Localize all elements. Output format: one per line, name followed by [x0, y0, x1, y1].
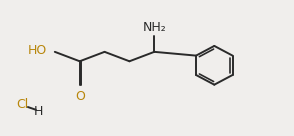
Text: O: O: [75, 90, 85, 103]
Text: NH₂: NH₂: [142, 21, 166, 34]
Text: Cl: Cl: [16, 98, 29, 111]
Text: H: H: [34, 105, 44, 118]
Text: HO: HO: [27, 44, 47, 57]
